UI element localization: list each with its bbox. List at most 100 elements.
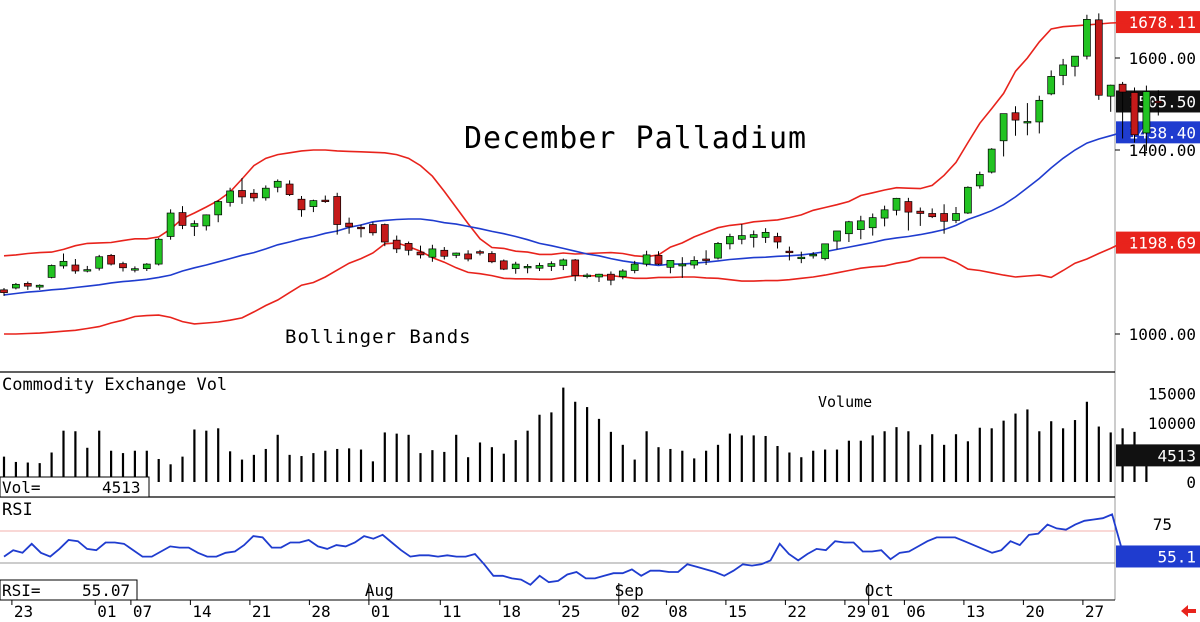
volume-bar <box>526 430 529 482</box>
volume-bar <box>978 427 981 482</box>
volume-bar <box>538 414 541 482</box>
month-label: Aug <box>365 581 394 600</box>
candle-body <box>1154 100 1163 104</box>
volume-bar <box>645 431 648 482</box>
volume-bar <box>657 447 660 482</box>
candle-body <box>250 192 258 199</box>
volume-bar <box>169 464 172 482</box>
volume-bar <box>859 440 862 482</box>
candle-body <box>511 263 520 270</box>
candle-body <box>1106 84 1115 97</box>
candle-body <box>856 220 865 230</box>
chart-title: December Palladium <box>464 121 807 156</box>
candle-body <box>916 210 925 214</box>
candle-body <box>904 201 913 213</box>
candle-body <box>261 187 270 199</box>
candle-body <box>392 239 401 250</box>
volume-bars <box>2 387 1148 482</box>
candle-body <box>666 260 675 268</box>
date-tick-label: 01 <box>97 602 116 621</box>
volume-bar <box>1085 401 1088 482</box>
candle-body <box>1083 19 1091 57</box>
candle-body <box>190 223 199 227</box>
volume-bar <box>1014 413 1017 482</box>
volume-bar <box>550 412 553 482</box>
candle-body <box>999 113 1008 142</box>
volume-tick-label: 15000 <box>1148 385 1196 404</box>
candle-body <box>428 248 437 258</box>
volume-bar <box>788 452 791 482</box>
volume-bar <box>835 449 839 482</box>
rsi-line <box>3 513 1159 586</box>
volume-bar <box>966 441 969 482</box>
candle-body <box>809 254 818 257</box>
volume-bar <box>812 450 815 482</box>
volume-bar <box>2 456 6 482</box>
candle-body <box>95 256 104 269</box>
candle-body <box>476 251 484 254</box>
volume-bar <box>1145 455 1148 482</box>
volume-bar <box>693 458 696 482</box>
volume-bar <box>752 435 755 482</box>
volume-bar <box>276 434 279 482</box>
candle-body <box>726 236 734 245</box>
volume-bar <box>1062 428 1065 482</box>
volume-bar <box>240 459 244 482</box>
volume-bar <box>990 428 993 482</box>
candle-body <box>642 254 651 265</box>
candle-body <box>583 274 591 277</box>
volume-bar <box>597 418 601 482</box>
volume-bar <box>252 454 255 482</box>
candle-body <box>761 231 770 238</box>
candle-body <box>380 224 389 243</box>
volume-bar <box>98 430 101 482</box>
volume-bar <box>288 454 291 482</box>
volume-bar <box>776 446 779 482</box>
volume-bar <box>371 461 374 482</box>
volume-bar <box>847 440 850 482</box>
candle-body <box>749 234 758 238</box>
candle-body <box>1023 121 1032 124</box>
volume-bar <box>205 430 208 482</box>
date-tick-label: 20 <box>1025 602 1044 621</box>
volume-bar <box>1002 420 1005 482</box>
price-marker-box <box>1116 11 1200 34</box>
candle-body <box>345 222 353 228</box>
volume-bar <box>574 401 577 482</box>
volume-bar <box>716 444 720 482</box>
candle-body <box>71 264 80 272</box>
volume-bar <box>193 429 196 482</box>
candle-body <box>107 254 115 265</box>
candle-body <box>309 200 318 207</box>
candle-body <box>797 256 806 260</box>
price-marker-label: 1678.11 <box>1129 13 1196 32</box>
volume-bar <box>1109 432 1112 482</box>
candle-body <box>404 243 413 251</box>
price-marker-label: 1198.69 <box>1129 234 1196 253</box>
candle-body <box>333 196 342 225</box>
volume-bar <box>919 444 922 482</box>
volume-bar <box>1073 420 1077 482</box>
volume-bar <box>359 449 363 482</box>
volume-bar <box>705 450 708 482</box>
candle-body <box>47 265 56 278</box>
volume-bar <box>514 440 517 482</box>
rsi-axis-ticks: 75 55.1 <box>1116 515 1200 568</box>
volume-bar <box>324 450 327 482</box>
bollinger-mid-band <box>3 131 1135 296</box>
volume-bar <box>907 431 910 482</box>
candle-body <box>559 259 568 266</box>
scroll-left-arrow-icon[interactable] <box>1181 605 1196 617</box>
candle-body <box>773 236 782 243</box>
candle-body <box>499 260 508 270</box>
volume-bar <box>312 453 315 482</box>
candle-body <box>690 260 699 266</box>
date-tick-label: 28 <box>311 602 330 621</box>
volume-bar <box>502 453 505 482</box>
volume-bar <box>681 450 684 482</box>
volume-bar <box>50 452 53 482</box>
candle-body <box>833 230 841 242</box>
date-tick-label: 01 <box>371 602 390 621</box>
volume-bar <box>764 435 767 482</box>
candle-body <box>702 258 710 261</box>
